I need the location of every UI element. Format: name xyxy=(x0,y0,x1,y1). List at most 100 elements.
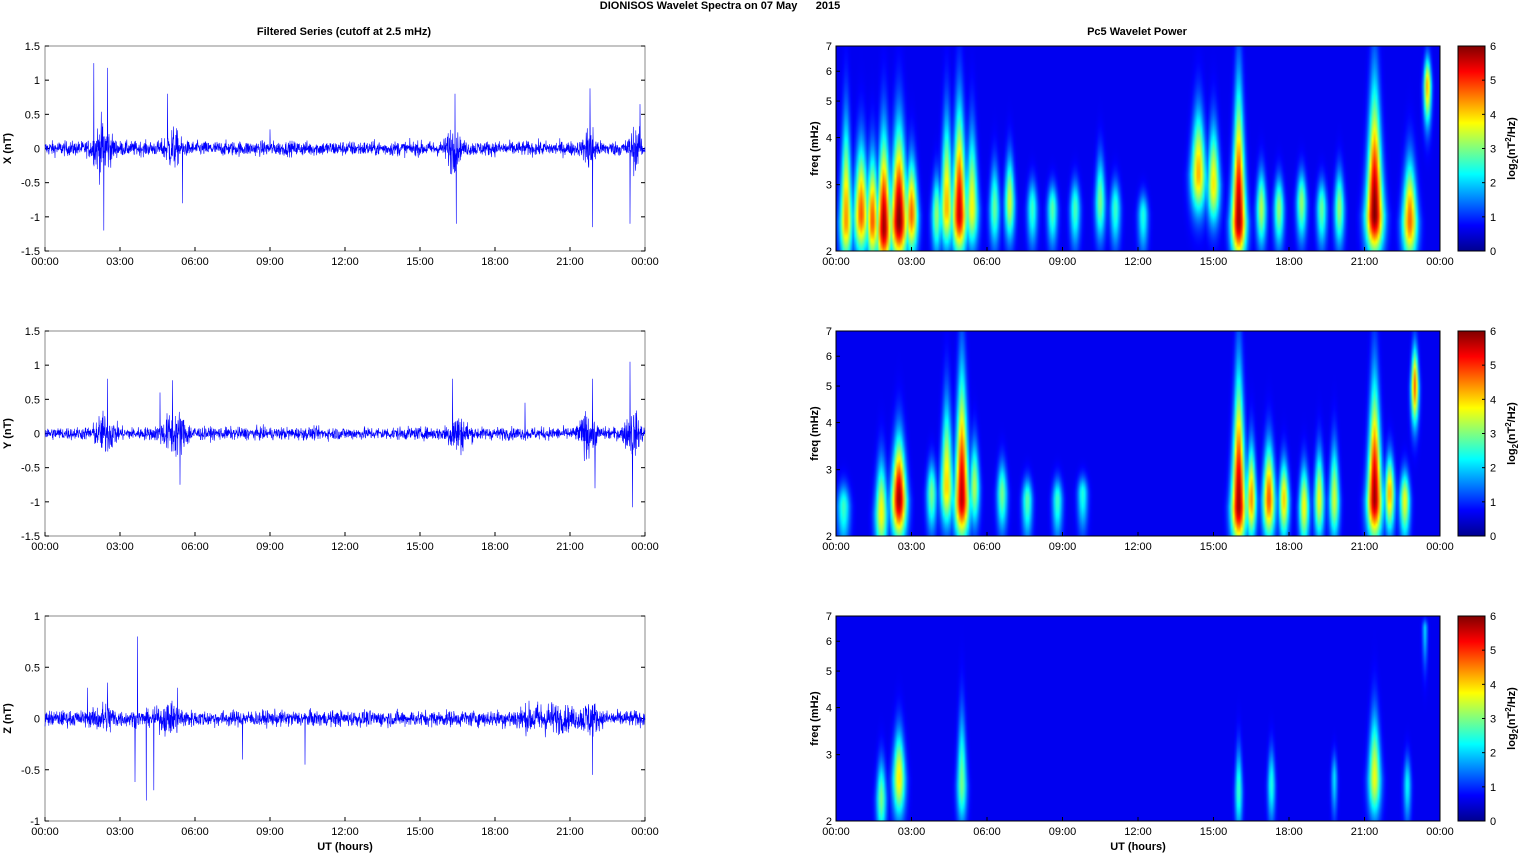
y-tick-label: 2 xyxy=(826,816,832,828)
x-tick-label: 21:00 xyxy=(1351,541,1379,553)
figure-suptitle: DIONISOS Wavelet Spectra on 07 May 2015 xyxy=(600,0,840,12)
x-tick-label: 18:00 xyxy=(1275,256,1303,268)
colorbar-tick-label: 3 xyxy=(1490,714,1496,726)
plot-area: 1.5 1 0.5 0 -0.5 -1 -1.5 X (nT) 00:00 03:00 06:00 0… xyxy=(2,41,1520,853)
x-tick-label: 15:00 xyxy=(406,541,434,553)
x-tick-label: 00:00 xyxy=(31,826,59,838)
series-trace xyxy=(44,636,646,801)
colorbar-tick-label: 2 xyxy=(1490,463,1496,475)
y-tick-label: 6 xyxy=(826,66,832,78)
x-tick-label: 15:00 xyxy=(1200,256,1228,268)
x-tick-label: 03:00 xyxy=(898,256,926,268)
y-axis-label: freq (mHz) xyxy=(809,406,821,461)
left-column-title: Filtered Series (cutoff at 2.5 mHz) xyxy=(257,26,432,38)
x-tick-label: 21:00 xyxy=(556,541,584,553)
x-tick-label: 15:00 xyxy=(406,826,434,838)
x-tick-label: 21:00 xyxy=(556,256,584,268)
x-tick-label: 09:00 xyxy=(1049,541,1077,553)
x-tick-label: 12:00 xyxy=(331,541,359,553)
y-tick-label: 1 xyxy=(34,75,40,87)
x-tick-label: 18:00 xyxy=(1275,826,1303,838)
y-tick-label: 6 xyxy=(826,351,832,363)
y-tick-label: 4 xyxy=(826,703,832,715)
x-tick-label: 18:00 xyxy=(481,826,509,838)
colorbar-tick-label: 0 xyxy=(1490,816,1496,828)
x-tick-label: 00:00 xyxy=(631,256,659,268)
colorbar-tick-label: 1 xyxy=(1490,497,1496,509)
x-tick-label: 12:00 xyxy=(1124,541,1152,553)
y-tick-label: 4 xyxy=(826,133,832,145)
x-tick-label: 00:00 xyxy=(1426,541,1454,553)
y-tick-label: 0 xyxy=(34,429,40,441)
timeseries-panel-z: 1 0.5 0 -0.5 -1 Z (nT) 00:00 03:00 06:00 09:00 12:… xyxy=(2,611,659,853)
colorbar-tick-label: 1 xyxy=(1490,212,1496,224)
y-axis-label: Y (nT) xyxy=(2,418,14,449)
x-tick-label: 03:00 xyxy=(106,826,134,838)
x-tick-label: 06:00 xyxy=(181,541,209,553)
colorbar-tick-label: 5 xyxy=(1490,75,1496,87)
x-tick-label: 09:00 xyxy=(1049,256,1077,268)
y-tick-label: 0 xyxy=(34,144,40,156)
x-tick-label: 18:00 xyxy=(481,541,509,553)
colorbar-tick-label: 1 xyxy=(1490,782,1496,794)
y-tick-label: 7 xyxy=(826,611,832,623)
x-tick-label: 00:00 xyxy=(1426,256,1454,268)
colorbar: 6 5 4 3 2 1 0 log2(nT2/Hz) xyxy=(1457,326,1520,543)
x-tick-label: 15:00 xyxy=(1200,541,1228,553)
y-axis-label: freq (mHz) xyxy=(809,121,821,176)
colorbar-tick-label: 6 xyxy=(1490,326,1496,338)
x-tick-label: 18:00 xyxy=(1275,541,1303,553)
colorbar-tick-label: 4 xyxy=(1490,394,1496,406)
x-tick-label: 18:00 xyxy=(481,256,509,268)
x-tick-label: 00:00 xyxy=(31,541,59,553)
colorbar-tick-label: 6 xyxy=(1490,611,1496,623)
colorbar-tick-label: 4 xyxy=(1490,109,1496,121)
y-tick-label: 5 xyxy=(826,381,832,393)
y-tick-label: 2 xyxy=(826,246,832,258)
x-tick-label: 06:00 xyxy=(973,541,1001,553)
colorbar-label: log2(nT2/Hz) xyxy=(1504,117,1520,180)
x-tick-label: 12:00 xyxy=(1124,826,1152,838)
x-tick-label: 06:00 xyxy=(973,256,1001,268)
colorbar-tick-label: 0 xyxy=(1490,531,1496,543)
y-tick-label: -0.5 xyxy=(21,178,40,190)
y-tick-label: -1 xyxy=(30,212,40,224)
x-tick-label: 00:00 xyxy=(631,541,659,553)
timeseries-panel-x: 1.5 1 0.5 0 -0.5 -1 -1.5 X (nT) 00:00 03:00 06:00 0… xyxy=(2,41,659,268)
x-tick-label: 00:00 xyxy=(1426,826,1454,838)
y-axis-label: freq (mHz) xyxy=(809,691,821,746)
y-tick-label: 4 xyxy=(826,418,832,430)
colorbar-tick-label: 2 xyxy=(1490,178,1496,190)
x-tick-label: 15:00 xyxy=(1200,826,1228,838)
y-axis-label: Z (nT) xyxy=(2,703,14,734)
y-tick-label: 5 xyxy=(826,666,832,678)
x-tick-label: 00:00 xyxy=(822,826,850,838)
x-tick-label: 03:00 xyxy=(898,826,926,838)
x-tick-label: 03:00 xyxy=(106,541,134,553)
x-tick-label: 06:00 xyxy=(973,826,1001,838)
colorbar-tick-label: 0 xyxy=(1490,246,1496,258)
x-tick-label: 03:00 xyxy=(106,256,134,268)
x-tick-label: 06:00 xyxy=(181,826,209,838)
x-tick-label: 09:00 xyxy=(1049,826,1077,838)
y-tick-label: -1 xyxy=(30,816,40,828)
x-tick-label: 12:00 xyxy=(1124,256,1152,268)
colorbar-label: log2(nT2/Hz) xyxy=(1504,687,1520,750)
y-tick-label: 1 xyxy=(34,360,40,372)
x-tick-label: 00:00 xyxy=(631,826,659,838)
x-tick-label: 12:00 xyxy=(331,826,359,838)
y-tick-label: 3 xyxy=(826,180,832,192)
colorbar-tick-label: 4 xyxy=(1490,679,1496,691)
x-tick-label: 09:00 xyxy=(256,826,284,838)
x-tick-label: 21:00 xyxy=(1351,256,1379,268)
y-tick-label: 3 xyxy=(826,465,832,477)
series-trace xyxy=(44,63,646,231)
colorbar-gradient xyxy=(1457,615,1486,822)
y-tick-label: 0.5 xyxy=(25,394,40,406)
series-trace xyxy=(44,361,646,508)
colorbar-gradient xyxy=(1457,330,1486,537)
y-tick-label: -0.5 xyxy=(21,765,40,777)
colorbar-tick-label: 3 xyxy=(1490,429,1496,441)
y-tick-label: 0.5 xyxy=(25,109,40,121)
